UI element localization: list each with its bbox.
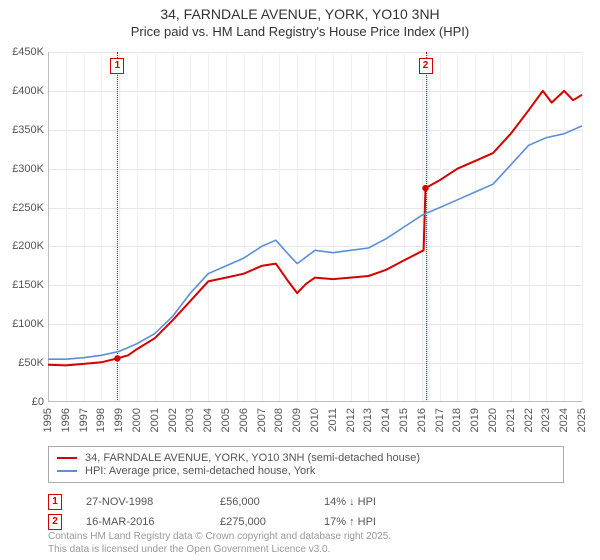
xtick-label: 1999 [113,408,125,432]
series-line [48,126,582,359]
ytick-label: £300K [0,163,44,175]
ytick-label: £100K [0,318,44,330]
xtick-label: 2002 [167,408,179,432]
ytick-label: £250K [0,202,44,214]
sale-delta: 14% ↓ HPI [324,496,376,508]
sale-date: 27-NOV-1998 [86,496,196,508]
xtick-label: 1995 [42,408,54,432]
ytick-label: £200K [0,240,44,252]
legend-swatch [57,457,77,459]
xtick-label: 2013 [362,408,374,432]
sale-price: £275,000 [220,516,300,528]
gridline-v [582,52,583,402]
xtick-label: 2022 [523,408,535,432]
xtick-label: 2025 [576,408,588,432]
xtick-label: 2018 [451,408,463,432]
sale-dot [422,185,428,191]
legend-label: HPI: Average price, semi-detached house,… [85,465,315,477]
xtick-label: 1996 [60,408,72,432]
xtick-label: 2016 [416,408,428,432]
sale-price: £56,000 [220,496,300,508]
title-block: 34, FARNDALE AVENUE, YORK, YO10 3NH Pric… [0,0,600,39]
ytick-label: £350K [0,124,44,136]
xtick-label: 2000 [131,408,143,432]
ytick-label: £450K [0,46,44,58]
legend-swatch [57,470,77,472]
footer-line: Contains HM Land Registry data © Crown c… [48,531,391,544]
xtick-label: 2015 [398,408,410,432]
sale-marker-box: 2 [48,514,62,530]
sale-delta: 17% ↑ HPI [324,516,376,528]
xtick-label: 2024 [558,408,570,432]
xtick-label: 2001 [149,408,161,432]
xtick-label: 2012 [345,408,357,432]
xtick-label: 2008 [273,408,285,432]
xtick-label: 2019 [469,408,481,432]
chart-container: 34, FARNDALE AVENUE, YORK, YO10 3NH Pric… [0,0,600,560]
xtick-label: 2011 [327,408,339,432]
sale-marker-box: 1 [48,494,62,510]
series-line [48,91,582,366]
xtick-label: 1998 [95,408,107,432]
footer-line: This data is licensed under the Open Gov… [48,544,391,557]
title-main: 34, FARNDALE AVENUE, YORK, YO10 3NH [0,6,600,22]
xtick-label: 2017 [434,408,446,432]
ytick-label: £0 [0,396,44,408]
legend-item: 34, FARNDALE AVENUE, YORK, YO10 3NH (sem… [57,452,555,464]
ytick-label: £400K [0,85,44,97]
title-sub: Price paid vs. HM Land Registry's House … [0,24,600,39]
ytick-label: £150K [0,279,44,291]
xtick-label: 2004 [202,408,214,432]
xtick-label: 2020 [487,408,499,432]
xtick-label: 2021 [505,408,517,432]
legend: 34, FARNDALE AVENUE, YORK, YO10 3NH (sem… [48,446,564,483]
xtick-label: 2003 [184,408,196,432]
xtick-label: 2005 [220,408,232,432]
xtick-label: 2007 [256,408,268,432]
sale-date: 16-MAR-2016 [86,516,196,528]
sale-row: 1 27-NOV-1998 £56,000 14% ↓ HPI [48,494,376,510]
xtick-label: 2014 [380,408,392,432]
sale-dot [114,355,120,361]
xtick-label: 1997 [78,408,90,432]
xtick-label: 2023 [540,408,552,432]
legend-label: 34, FARNDALE AVENUE, YORK, YO10 3NH (sem… [85,452,420,464]
sale-row: 2 16-MAR-2016 £275,000 17% ↑ HPI [48,514,376,530]
ytick-label: £50K [0,357,44,369]
xtick-label: 2010 [309,408,321,432]
footer: Contains HM Land Registry data © Crown c… [48,531,391,556]
legend-item: HPI: Average price, semi-detached house,… [57,465,555,477]
chart-lines [48,52,582,402]
xtick-label: 2006 [238,408,250,432]
xtick-label: 2009 [291,408,303,432]
